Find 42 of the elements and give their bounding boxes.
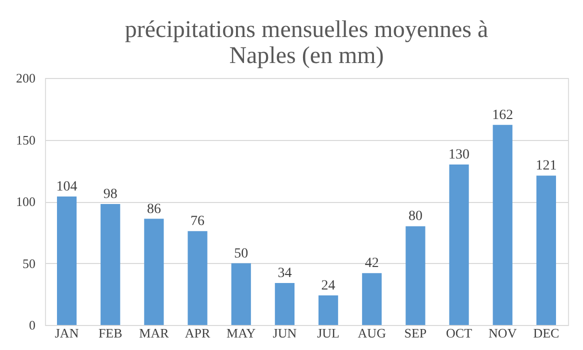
bar xyxy=(144,218,164,325)
data-label: 80 xyxy=(408,209,422,224)
data-label: 98 xyxy=(103,186,118,202)
data-label: 34 xyxy=(278,266,292,282)
data-label: 24 xyxy=(321,278,336,294)
y-tick-label: 100 xyxy=(16,194,36,209)
y-tick-label: 200 xyxy=(16,70,36,86)
data-label: 86 xyxy=(146,202,161,217)
data-label: 50 xyxy=(234,246,248,262)
data-label: 42 xyxy=(364,256,379,272)
x-tick-label: DEC xyxy=(533,326,560,340)
bar xyxy=(56,196,77,325)
data-label: 76 xyxy=(190,214,205,230)
x-tick-label: JUL xyxy=(317,326,340,340)
bar xyxy=(318,295,338,325)
x-tick-label: NOV xyxy=(488,326,518,340)
x-tick-label: OCT xyxy=(446,326,472,340)
bar xyxy=(231,263,251,325)
x-tick-label: MAY xyxy=(226,326,256,340)
bar xyxy=(100,204,120,325)
x-tick-label: AUG xyxy=(358,326,386,340)
data-label: 121 xyxy=(536,158,557,174)
bar xyxy=(536,176,556,325)
y-tick-label: 150 xyxy=(16,132,36,148)
data-label: 130 xyxy=(448,147,470,162)
y-tick-label: 50 xyxy=(22,256,36,271)
x-tick-label: JUN xyxy=(272,326,298,340)
y-tick-label: 0 xyxy=(29,318,36,332)
data-label: 162 xyxy=(492,108,514,123)
bar xyxy=(274,283,295,325)
x-tick-label: MAR xyxy=(139,326,170,340)
data-label: 104 xyxy=(56,180,78,195)
chart-title: précipitations mensuelles moyennes à Naples (en mm) xyxy=(124,17,488,69)
bar xyxy=(188,231,208,325)
x-tick-label: SEP xyxy=(404,326,427,340)
x-tick-label: APR xyxy=(184,326,211,340)
bar xyxy=(406,226,426,325)
bar xyxy=(449,164,469,325)
x-tick-label: JAN xyxy=(54,326,80,340)
x-tick-label: FEB xyxy=(98,326,123,340)
bar xyxy=(362,273,382,325)
bar xyxy=(492,124,512,325)
